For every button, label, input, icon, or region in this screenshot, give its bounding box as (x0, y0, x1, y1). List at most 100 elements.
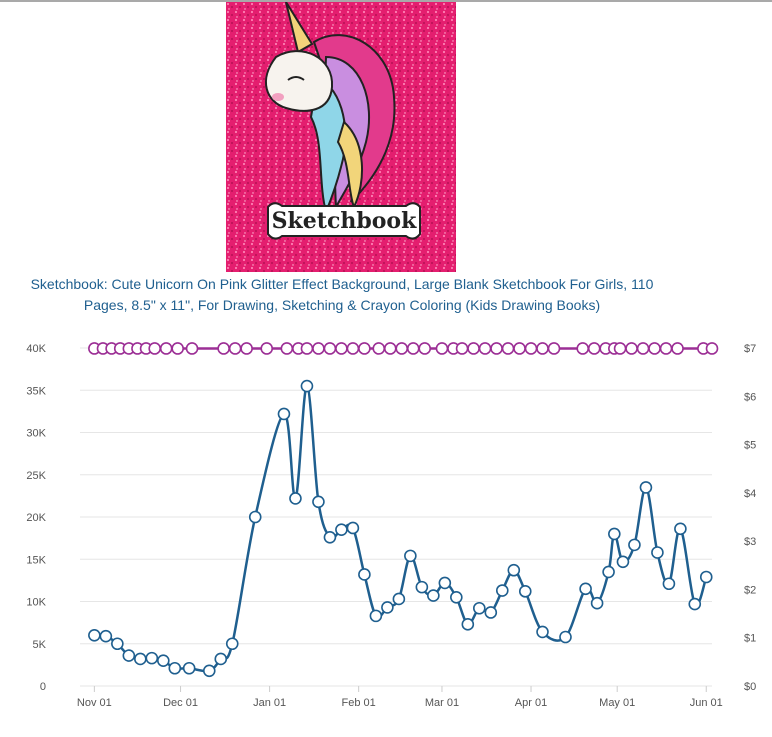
sales-rank-point[interactable] (289, 492, 302, 505)
sales-rank-point[interactable] (312, 495, 325, 509)
price-point[interactable] (705, 342, 719, 355)
sales-rank-point[interactable] (88, 628, 101, 642)
sales-rank-point[interactable] (608, 527, 621, 541)
sales-rank-point[interactable] (335, 523, 348, 536)
sales-rank-point[interactable] (651, 546, 664, 559)
sales-rank-point[interactable] (590, 596, 604, 610)
price-point[interactable] (171, 342, 184, 355)
sales-rank-point[interactable] (392, 592, 406, 606)
sales-rank-point[interactable] (323, 530, 337, 544)
price-point[interactable] (346, 342, 360, 355)
price-point[interactable] (312, 342, 325, 355)
sales-rank-point[interactable] (346, 521, 360, 535)
price-point[interactable] (395, 342, 409, 355)
price-point[interactable] (323, 342, 337, 355)
price-point[interactable] (587, 342, 601, 355)
price-point[interactable] (524, 342, 538, 355)
price-point[interactable] (383, 342, 397, 355)
sales-rank-point[interactable] (518, 585, 532, 598)
price-point[interactable] (280, 342, 294, 355)
sales-rank-point[interactable] (404, 549, 417, 563)
axis-labels: 0 5K 10K 15K 20K 25K 30K 35K 40K $0 $1 $2 $3 $4 $5 $6 $7… (26, 343, 756, 709)
sales-rank-point[interactable] (381, 601, 394, 614)
price-point[interactable] (613, 342, 627, 355)
price-point[interactable] (217, 342, 230, 355)
sales-rank-point[interactable] (145, 651, 159, 665)
price-point[interactable] (478, 342, 492, 355)
price-point[interactable] (300, 342, 314, 355)
price-point[interactable] (648, 342, 661, 355)
price-point[interactable] (501, 342, 515, 355)
sales-rank-point[interactable] (616, 555, 630, 569)
sales-rank-point[interactable] (699, 570, 713, 584)
sales-rank-point[interactable] (415, 580, 429, 594)
price-point[interactable] (490, 342, 503, 355)
sales-rank-point[interactable] (438, 576, 452, 590)
y-left-tick-label: 35K (26, 385, 46, 397)
sales-rank-point[interactable] (225, 637, 239, 651)
y-left-tick-label: 15K (26, 554, 46, 566)
sales-rank-point[interactable] (157, 654, 170, 667)
sales-rank-point[interactable] (579, 582, 592, 596)
sales-rank-point[interactable] (473, 601, 486, 615)
price-point[interactable] (418, 342, 432, 355)
sales-rank-point[interactable] (248, 510, 262, 524)
price-point[interactable] (455, 342, 469, 355)
price-point[interactable] (576, 342, 590, 355)
price-point[interactable] (513, 342, 526, 355)
price-point[interactable] (260, 342, 274, 355)
sales-rank-point[interactable] (662, 577, 676, 591)
price-point[interactable] (547, 342, 561, 355)
price-point[interactable] (625, 342, 638, 355)
sales-rank-point[interactable] (99, 629, 113, 643)
x-tick-label: May 01 (599, 697, 635, 709)
sales-rank-point[interactable] (602, 565, 615, 579)
sales-rank-point[interactable] (688, 597, 702, 611)
price-point[interactable] (185, 342, 199, 355)
sales-rank-point[interactable] (427, 589, 440, 602)
sales-rank-point[interactable] (300, 379, 314, 393)
y-left-tick-label: 5K (33, 639, 47, 651)
price-point[interactable] (467, 342, 480, 355)
price-point[interactable] (372, 342, 386, 355)
price-point[interactable] (636, 342, 650, 355)
book-cover-image[interactable]: Sketchbook (226, 2, 456, 272)
sales-rank-point[interactable] (111, 637, 124, 651)
price-point[interactable] (671, 342, 684, 355)
price-point[interactable] (435, 342, 449, 355)
x-tick-label: Feb 01 (342, 697, 376, 709)
sales-rank-point[interactable] (369, 609, 383, 623)
sales-rank-point[interactable] (484, 606, 498, 619)
sales-rank-point[interactable] (122, 649, 136, 662)
sales-rank-point[interactable] (277, 407, 291, 421)
sales-rank-point[interactable] (358, 568, 371, 581)
price-point[interactable] (358, 342, 371, 355)
x-tick-label: Dec 01 (163, 697, 198, 709)
sales-rank-point[interactable] (507, 563, 521, 577)
sales-rank-point[interactable] (461, 618, 475, 631)
y-right-tick-label: $0 (744, 681, 756, 693)
price-point[interactable] (228, 342, 242, 355)
sales-rank-point[interactable] (168, 661, 182, 675)
sales-rank-point[interactable] (450, 590, 463, 604)
sales-rank-point[interactable] (202, 664, 216, 678)
price-point[interactable] (406, 342, 420, 355)
price-point[interactable] (240, 342, 253, 355)
sales-rank-point[interactable] (214, 652, 228, 666)
product-title-link[interactable]: Sketchbook: Cute Unicorn On Pink Glitter… (20, 274, 664, 316)
sales-rank-point[interactable] (628, 538, 641, 552)
sales-rank-point[interactable] (559, 630, 572, 644)
x-tick-label: Jan 01 (253, 697, 286, 709)
sales-rank-point[interactable] (674, 522, 687, 536)
sales-rank-point[interactable] (182, 661, 196, 675)
price-point[interactable] (536, 342, 549, 355)
price-point[interactable] (148, 342, 161, 355)
price-point[interactable] (659, 342, 673, 355)
price-point[interactable] (159, 342, 173, 355)
y-right-tick-label: $4 (744, 488, 756, 500)
sales-rank-point[interactable] (536, 625, 549, 639)
sales-rank-point[interactable] (495, 584, 509, 597)
sales-rank-point[interactable] (134, 652, 147, 666)
sales-rank-point[interactable] (639, 481, 653, 494)
price-point[interactable] (335, 342, 348, 355)
